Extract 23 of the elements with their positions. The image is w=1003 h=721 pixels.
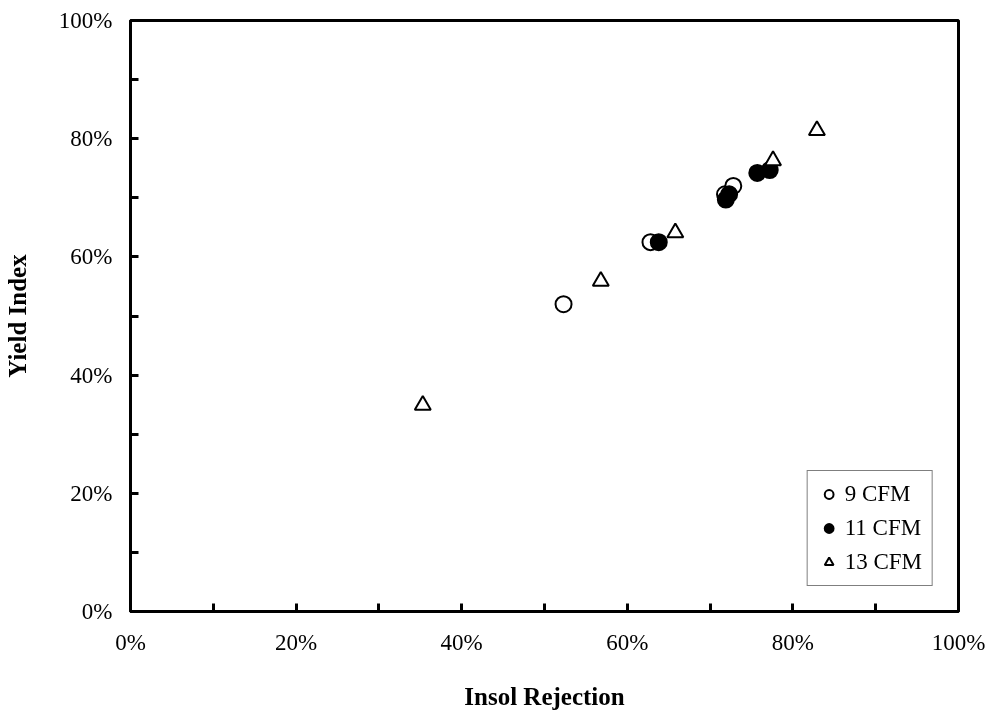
- legend-label: 13 CFM: [844, 549, 922, 575]
- y-tick-label: 60%: [70, 244, 113, 270]
- x-tick-label: 80%: [771, 629, 814, 655]
- y-tick-label: 40%: [70, 362, 113, 388]
- point: [413, 395, 432, 411]
- x-tick-label: 40%: [440, 629, 483, 655]
- point: [591, 270, 610, 287]
- point: [554, 295, 573, 314]
- legend-label: 11 CFM: [844, 515, 922, 541]
- x-tick-label: 0%: [115, 629, 146, 655]
- y-tick-label: 20%: [70, 480, 113, 506]
- x-tick-label: 20%: [275, 629, 318, 655]
- point: [649, 233, 668, 252]
- point: [666, 222, 685, 239]
- y-tick-label: 80%: [70, 126, 113, 152]
- y-axis-title: Yield Index: [3, 253, 31, 378]
- x-tick-label: 100%: [931, 629, 986, 655]
- y-tick-label: 0%: [81, 599, 113, 624]
- x-tick-label: 60%: [606, 629, 649, 655]
- legend-label: 9 CFM: [844, 481, 911, 507]
- x-axis-title: Insol Rejection: [464, 682, 625, 710]
- y-tick-label: 100%: [58, 8, 113, 33]
- point: [720, 185, 739, 204]
